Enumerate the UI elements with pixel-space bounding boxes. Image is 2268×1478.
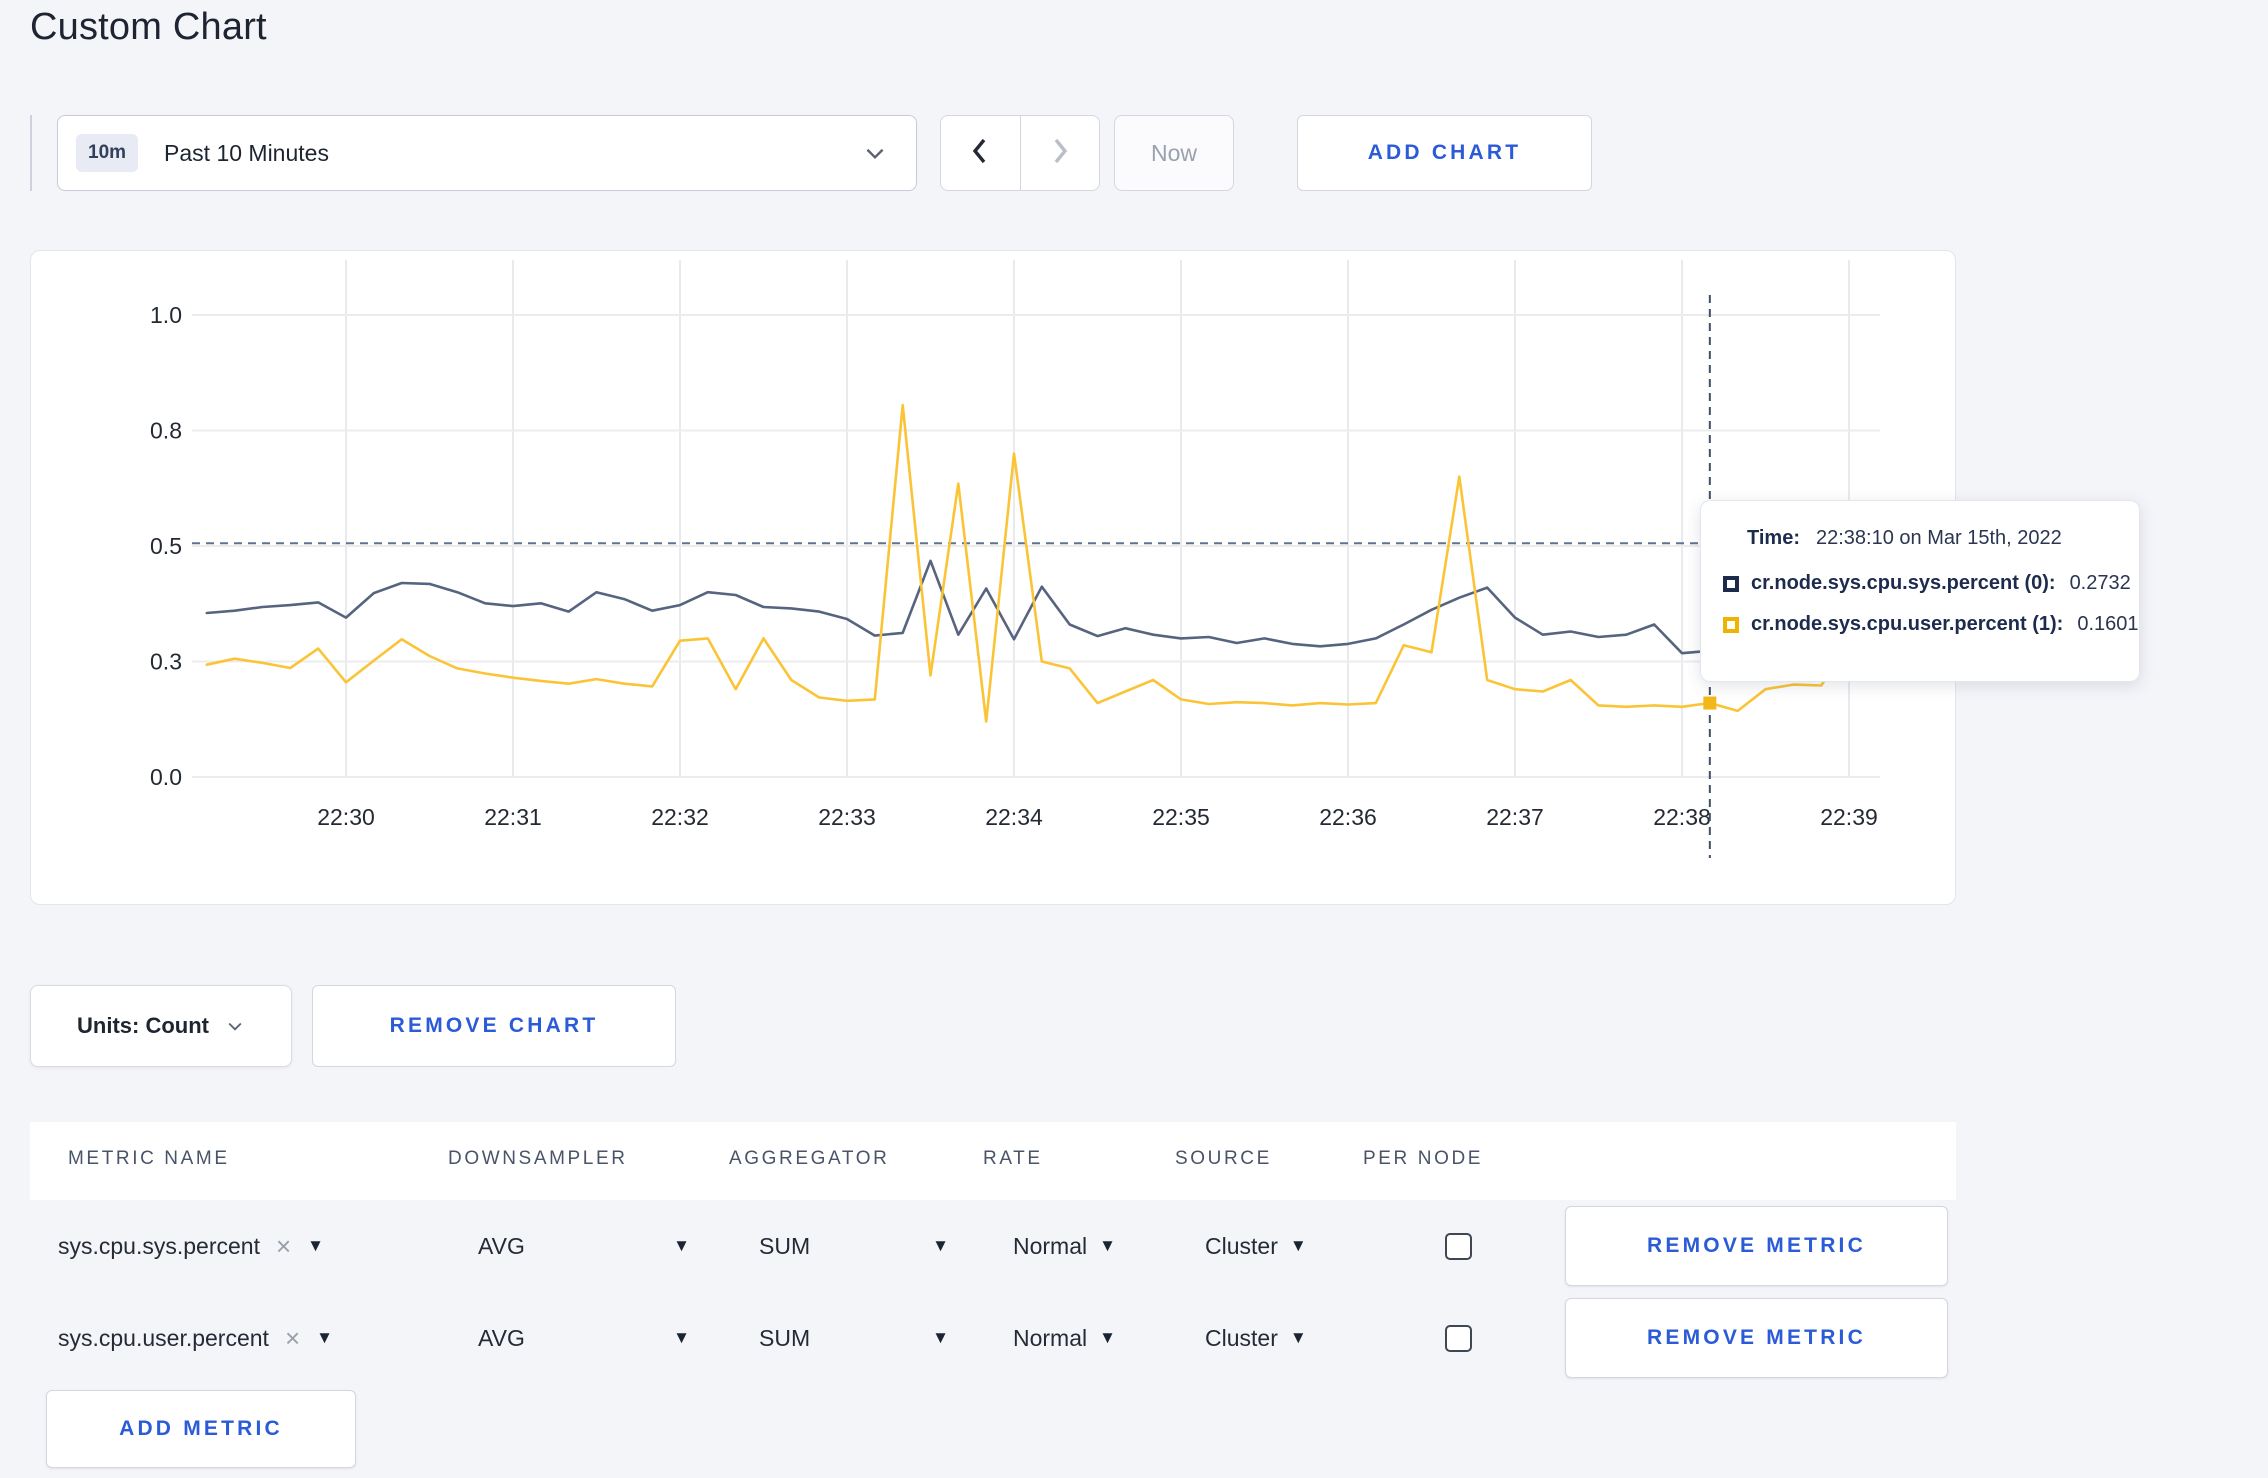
rate-value: Normal xyxy=(1013,1324,1088,1351)
caret-down-icon: ▼ xyxy=(1099,1236,1116,1255)
user-series-dot xyxy=(1703,696,1717,710)
column-header-per-node: PER NODE xyxy=(1363,1148,1484,1169)
source-select[interactable]: Cluster ▼ xyxy=(1205,1200,1307,1292)
y-tick-label: 0.5 xyxy=(150,533,182,559)
source-select[interactable]: Cluster ▼ xyxy=(1205,1292,1307,1384)
units-select[interactable]: Units: Count xyxy=(30,985,292,1067)
per-node-checkbox[interactable] xyxy=(1445,1232,1472,1260)
y-tick-label: 0.3 xyxy=(150,649,182,675)
clear-metric-icon[interactable]: × xyxy=(275,1230,292,1261)
toolbar-divider xyxy=(30,115,32,191)
metric-name-combobox[interactable]: sys.cpu.user.percent × ▼ xyxy=(58,1292,333,1384)
x-tick-label: 22:36 xyxy=(1319,804,1377,830)
tooltip-series-value: 0.2732 xyxy=(2069,572,2131,594)
per-node-checkbox[interactable] xyxy=(1445,1324,1472,1352)
tooltip-series-label: cr.node.sys.cpu.sys.percent (0): xyxy=(1751,572,2056,594)
caret-down-icon[interactable]: ▼ xyxy=(307,1236,324,1255)
chart-card xyxy=(30,250,1956,905)
series-line xyxy=(205,559,1879,655)
now-button[interactable]: Now xyxy=(1114,115,1234,191)
source-value: Cluster xyxy=(1205,1324,1278,1351)
column-header-downsampler: DOWNSAMPLER xyxy=(448,1148,628,1169)
prev-interval-button[interactable] xyxy=(941,116,1020,190)
metric-name-value: sys.cpu.sys.percent xyxy=(58,1232,260,1259)
rate-select[interactable]: Normal ▼ xyxy=(1013,1200,1116,1292)
tooltip-series-value: 0.1601 xyxy=(2077,613,2139,635)
tooltip-series-label: cr.node.sys.cpu.user.percent (1): xyxy=(1751,613,2064,635)
metric-name-combobox[interactable]: sys.cpu.sys.percent × ▼ xyxy=(58,1200,324,1292)
remove-chart-button[interactable]: REMOVE CHART xyxy=(312,985,676,1067)
add-chart-button[interactable]: ADD CHART xyxy=(1297,115,1592,191)
units-label: Units: Count xyxy=(77,1013,209,1038)
chevron-left-icon xyxy=(968,135,992,172)
y-tick-label: 0.0 xyxy=(150,764,182,790)
remove-metric-button[interactable]: REMOVE METRIC xyxy=(1565,1298,1948,1378)
caret-down-icon: ▼ xyxy=(1289,1236,1307,1255)
downsampler-value: AVG xyxy=(478,1324,525,1351)
x-tick-label: 22:37 xyxy=(1486,804,1544,830)
rate-select[interactable]: Normal ▼ xyxy=(1013,1292,1116,1384)
caret-down-icon: ▼ xyxy=(673,1236,690,1255)
rate-value: Normal xyxy=(1013,1232,1088,1259)
sys-series-legend-swatch-icon xyxy=(1723,575,1739,592)
x-tick-label: 22:32 xyxy=(651,804,709,830)
x-tick-label: 22:30 xyxy=(317,804,375,830)
time-range-select[interactable]: 10m Past 10 Minutes xyxy=(57,115,917,191)
x-tick-label: 22:34 xyxy=(985,804,1043,830)
downsampler-value: AVG xyxy=(478,1232,525,1259)
aggregator-select[interactable]: SUM ▼ xyxy=(759,1200,949,1292)
caret-down-icon: ▼ xyxy=(932,1236,949,1255)
caret-down-icon: ▼ xyxy=(1099,1328,1116,1347)
per-node-cell xyxy=(1445,1200,1472,1292)
x-tick-label: 22:39 xyxy=(1820,804,1878,830)
x-tick-label: 22:33 xyxy=(818,804,876,830)
source-value: Cluster xyxy=(1205,1232,1278,1259)
tooltip-time-label: Time: xyxy=(1747,527,1800,549)
caret-down-icon: ▼ xyxy=(673,1328,690,1347)
chevron-down-icon xyxy=(225,1016,245,1036)
caret-down-icon[interactable]: ▼ xyxy=(316,1328,333,1347)
caret-down-icon: ▼ xyxy=(1289,1328,1307,1347)
per-node-cell xyxy=(1445,1292,1472,1384)
x-tick-label: 22:38 xyxy=(1653,804,1711,830)
user-series-legend-swatch-icon xyxy=(1723,616,1739,633)
chart-tooltip: Time: 22:38:10 on Mar 15th, 2022 cr.node… xyxy=(1700,500,2140,682)
column-header-rate: RATE xyxy=(983,1148,1043,1169)
chevron-right-icon xyxy=(1048,135,1072,172)
table-row: sys.cpu.user.percent × ▼ AVG ▼ SUM ▼ Nor… xyxy=(30,1292,1956,1384)
time-range-label: Past 10 Minutes xyxy=(164,139,329,166)
column-header-source: SOURCE xyxy=(1175,1148,1272,1169)
caret-down-icon: ▼ xyxy=(932,1328,949,1347)
chevron-down-icon xyxy=(862,140,888,166)
downsampler-select[interactable]: AVG ▼ xyxy=(478,1292,690,1384)
aggregator-value: SUM xyxy=(759,1232,811,1259)
remove-metric-button[interactable]: REMOVE METRIC xyxy=(1565,1206,1948,1286)
series-line xyxy=(205,403,1879,723)
aggregator-value: SUM xyxy=(759,1324,811,1351)
tooltip-time-value: 22:38:10 on Mar 15th, 2022 xyxy=(1815,527,2062,549)
clear-metric-icon[interactable]: × xyxy=(284,1322,301,1353)
time-step-group xyxy=(940,115,1100,191)
x-tick-label: 22:35 xyxy=(1152,804,1210,830)
downsampler-select[interactable]: AVG ▼ xyxy=(478,1200,690,1292)
metrics-table-header xyxy=(30,1122,1956,1200)
table-row: sys.cpu.sys.percent × ▼ AVG ▼ SUM ▼ Norm… xyxy=(30,1200,1956,1292)
y-tick-label: 0.8 xyxy=(150,418,182,444)
next-interval-button[interactable] xyxy=(1019,116,1100,190)
aggregator-select[interactable]: SUM ▼ xyxy=(759,1292,949,1384)
column-header-aggregator: AGGREGATOR xyxy=(729,1148,890,1169)
metric-name-value: sys.cpu.user.percent xyxy=(58,1324,269,1351)
chart-svg[interactable]: 22:30 22:31 22:32 22:33 22:34 22:35 22:36 22:37… xyxy=(30,250,1956,905)
x-tick-label: 22:31 xyxy=(484,804,542,830)
time-range-badge: 10m xyxy=(76,134,139,172)
column-header-metric-name: METRIC NAME xyxy=(68,1148,230,1169)
y-tick-label: 1.0 xyxy=(150,302,182,328)
page-title: Custom Chart xyxy=(30,6,267,48)
add-metric-button[interactable]: ADD METRIC xyxy=(46,1390,356,1468)
